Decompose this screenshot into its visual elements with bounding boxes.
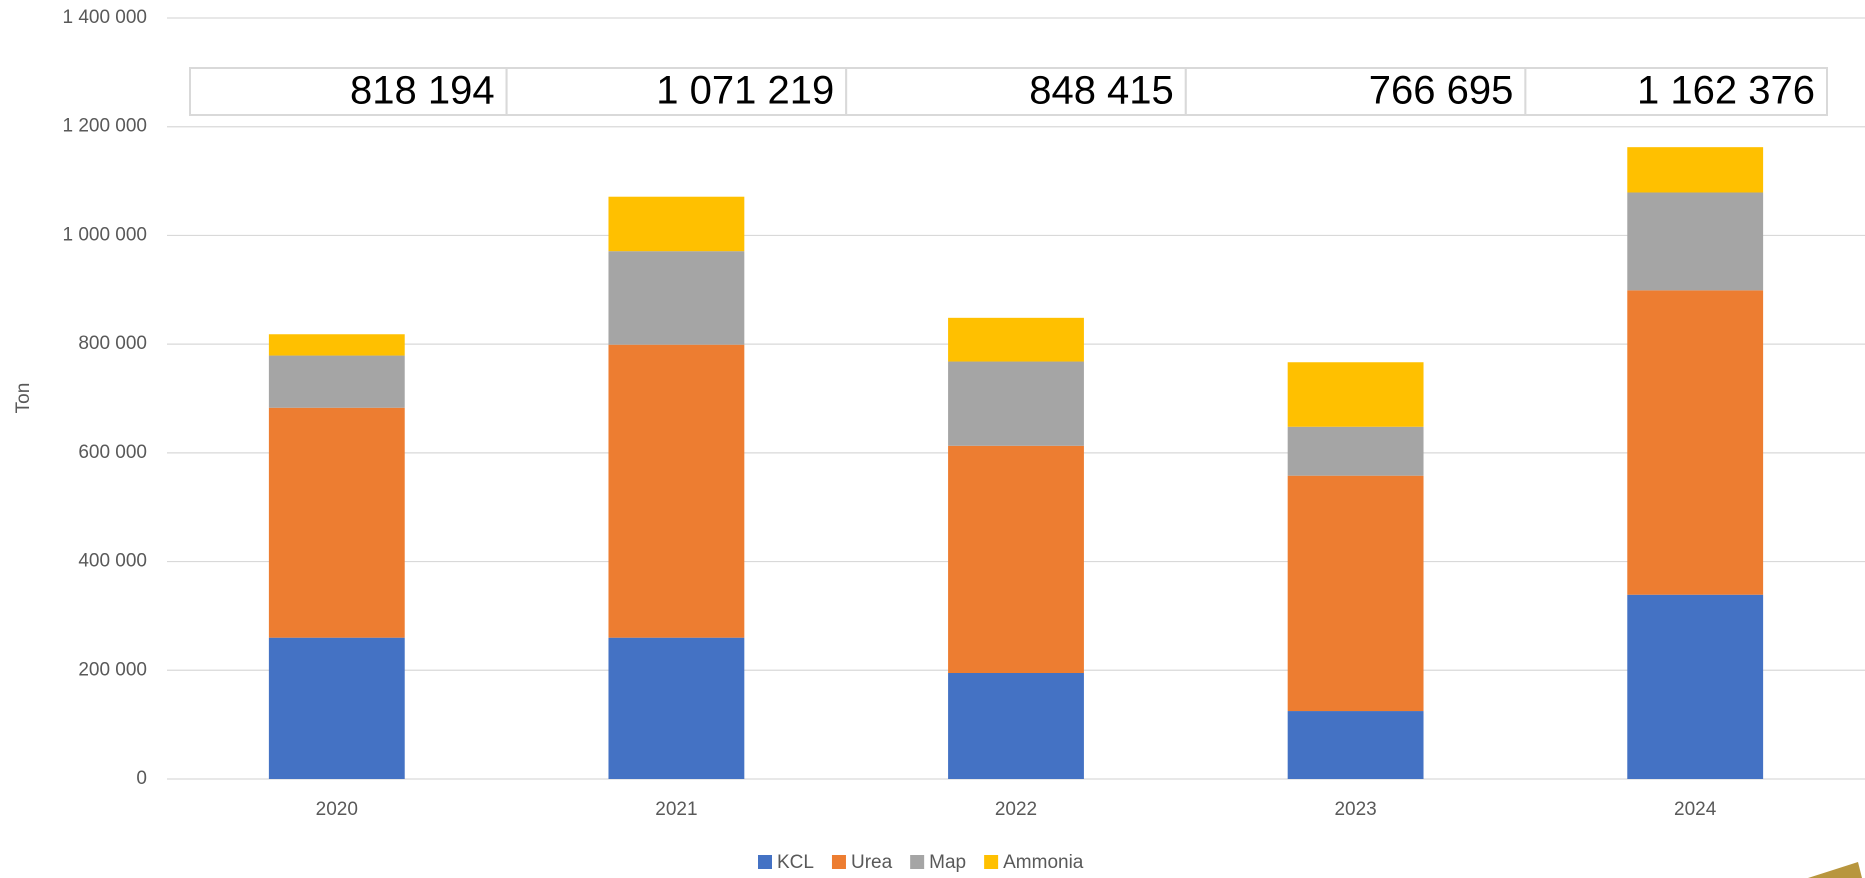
- total-label: 766 695: [1369, 69, 1514, 113]
- bar-segment: [1287, 711, 1424, 779]
- y-tick-label: 1 000 000: [62, 224, 147, 245]
- decoration: [1808, 862, 1862, 878]
- bar-segment: [1627, 290, 1764, 595]
- y-tick-label: 1 400 000: [62, 7, 147, 28]
- bar-segment: [268, 407, 405, 638]
- legend-label: KCL: [777, 852, 814, 873]
- bar-segment: [1627, 192, 1764, 291]
- y-tick-label: 400 000: [78, 551, 147, 572]
- bar-segment: [1287, 475, 1424, 712]
- bar-segment: [1627, 147, 1764, 193]
- bar-segment: [1627, 594, 1764, 779]
- bar-segment: [1287, 426, 1424, 476]
- bar-segment: [948, 673, 1084, 779]
- y-axis-label: Ton: [13, 383, 34, 414]
- total-box: [189, 67, 508, 116]
- x-tick-label: 2022: [995, 799, 1037, 820]
- bar-segment: [268, 355, 405, 408]
- y-tick-label: 200 000: [78, 659, 147, 680]
- legend-swatch: [984, 855, 999, 869]
- total-box: [1524, 67, 1829, 116]
- x-tick-label: 2023: [1334, 799, 1376, 820]
- legend-label: Ammonia: [1003, 852, 1084, 873]
- bar-segment: [948, 445, 1084, 674]
- total-label: 848 415: [1029, 69, 1174, 113]
- bar-segment: [608, 344, 745, 638]
- legend-label: Map: [929, 852, 966, 873]
- bar-segment: [948, 317, 1084, 362]
- total-label: 1 071 219: [656, 69, 834, 113]
- total-box: [505, 67, 848, 116]
- x-tick-label: 2024: [1674, 799, 1717, 820]
- y-tick-label: 0: [136, 768, 147, 789]
- bar-segment: [268, 334, 405, 356]
- x-tick-label: 2020: [316, 799, 358, 820]
- x-tick-label: 2021: [655, 799, 697, 820]
- total-label: 818 194: [350, 69, 495, 113]
- bar-segment: [608, 637, 745, 779]
- bar-segment: [1287, 362, 1424, 427]
- total-label: 1 162 376: [1637, 69, 1815, 113]
- bar-segment: [268, 637, 405, 779]
- legend-swatch: [910, 855, 925, 869]
- legend-label: Urea: [851, 852, 893, 873]
- legend-swatch: [758, 855, 772, 869]
- y-tick-label: 1 200 000: [62, 116, 147, 137]
- bar-segment: [608, 251, 745, 345]
- legend-swatch: [831, 855, 846, 869]
- bar-segment: [608, 196, 745, 252]
- bar-segment: [948, 361, 1084, 446]
- y-tick-label: 600 000: [78, 442, 147, 463]
- y-tick-label: 800 000: [78, 333, 147, 354]
